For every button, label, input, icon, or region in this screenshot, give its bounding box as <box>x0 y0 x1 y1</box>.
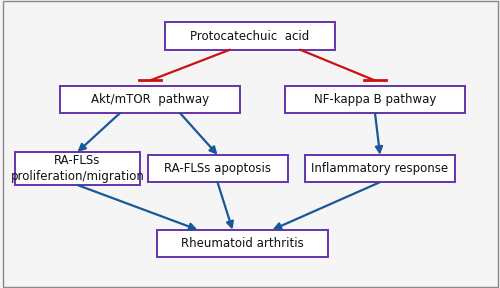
FancyBboxPatch shape <box>165 22 335 50</box>
FancyBboxPatch shape <box>15 152 140 185</box>
Text: Inflammatory response: Inflammatory response <box>312 162 448 175</box>
Text: Rheumatoid arthritis: Rheumatoid arthritis <box>181 237 304 250</box>
FancyBboxPatch shape <box>305 155 455 182</box>
Text: Akt/mTOR  pathway: Akt/mTOR pathway <box>91 93 209 106</box>
FancyBboxPatch shape <box>148 155 288 182</box>
Text: Protocatechuic  acid: Protocatechuic acid <box>190 29 310 43</box>
FancyBboxPatch shape <box>158 230 328 257</box>
Text: RA-FLSs
proliferation/migration: RA-FLSs proliferation/migration <box>10 154 144 183</box>
Text: RA-FLSs apoptosis: RA-FLSs apoptosis <box>164 162 271 175</box>
FancyBboxPatch shape <box>60 86 240 113</box>
FancyBboxPatch shape <box>285 86 465 113</box>
Text: NF-kappa B pathway: NF-kappa B pathway <box>314 93 436 106</box>
